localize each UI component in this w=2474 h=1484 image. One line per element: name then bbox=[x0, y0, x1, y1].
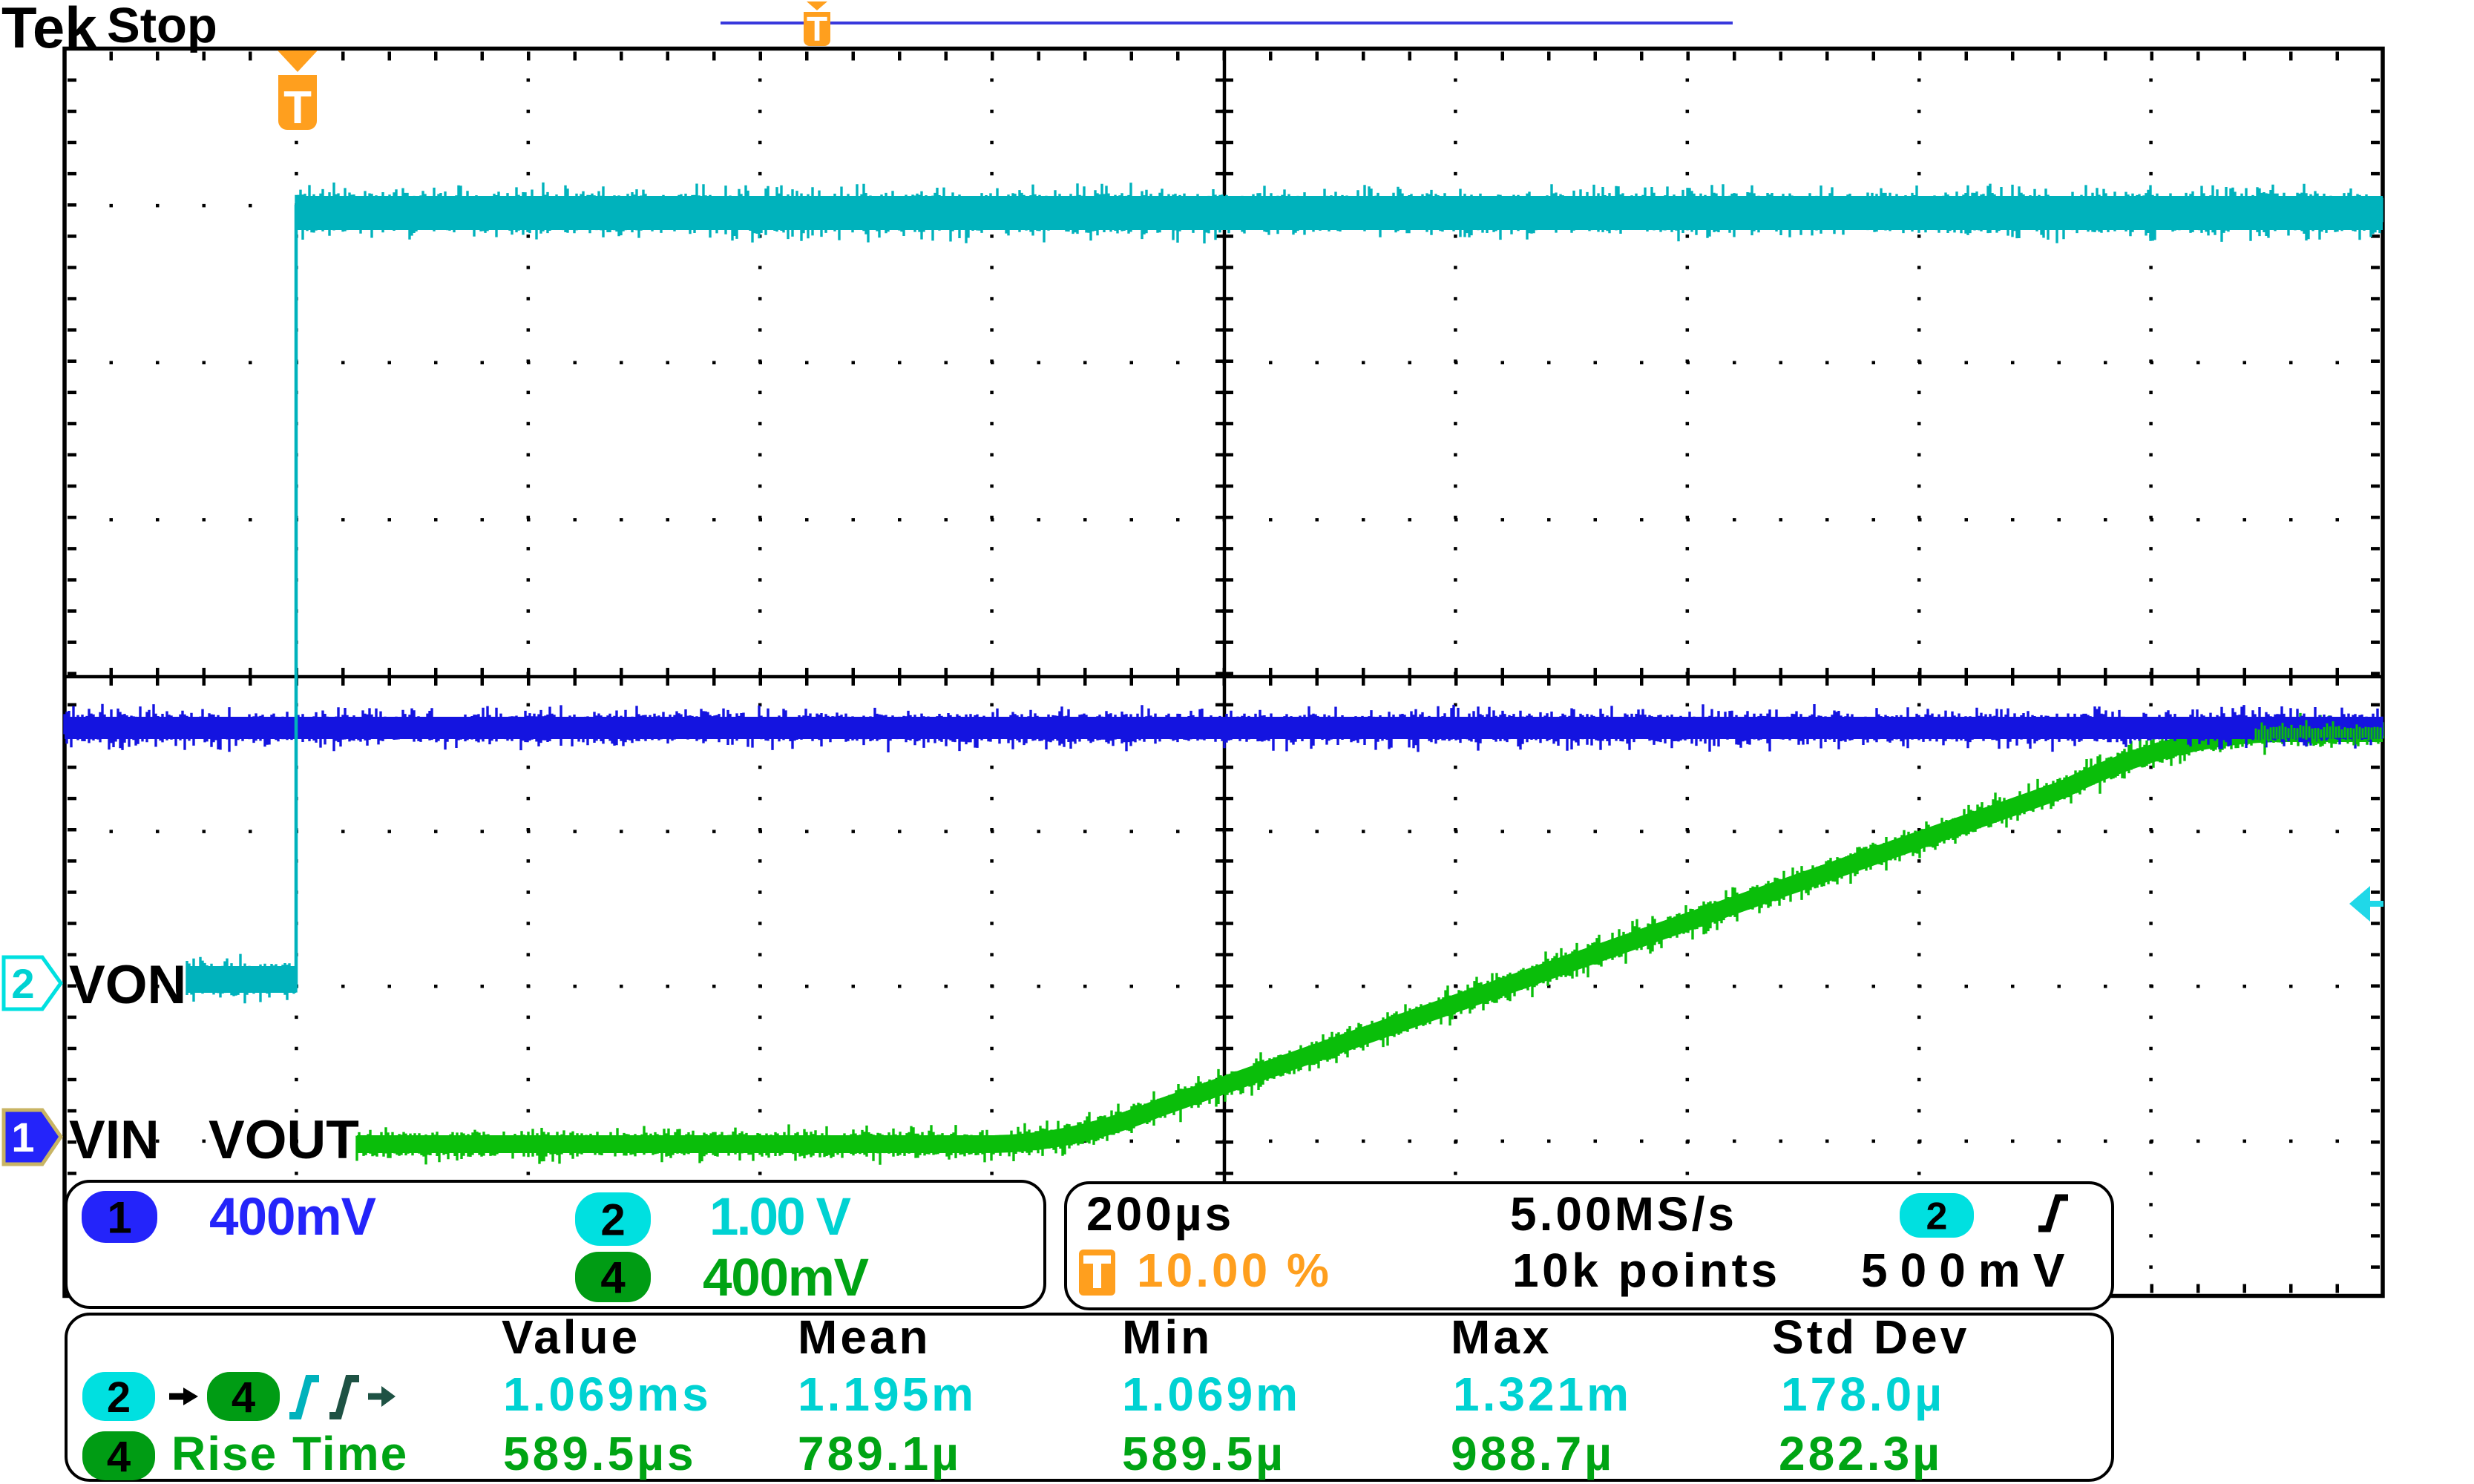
svg-text:400mV: 400mV bbox=[703, 1249, 869, 1307]
svg-text:1: 1 bbox=[107, 1193, 131, 1243]
svg-text:2: 2 bbox=[1926, 1195, 1948, 1238]
svg-text:T: T bbox=[807, 10, 827, 48]
svg-text:200µs: 200µs bbox=[1086, 1187, 1234, 1241]
svg-text:589.5µs: 589.5µs bbox=[503, 1427, 697, 1480]
svg-text:4: 4 bbox=[600, 1253, 626, 1303]
svg-text:1: 1 bbox=[11, 1114, 34, 1160]
svg-text:1.069m: 1.069m bbox=[1122, 1368, 1301, 1421]
svg-text:1.195m: 1.195m bbox=[798, 1368, 977, 1421]
svg-text:4: 4 bbox=[232, 1373, 255, 1422]
svg-text:VIN: VIN bbox=[69, 1110, 160, 1170]
svg-text:T: T bbox=[283, 82, 312, 134]
svg-text:VON: VON bbox=[69, 955, 186, 1015]
svg-text:4: 4 bbox=[107, 1433, 131, 1481]
svg-text:2: 2 bbox=[600, 1195, 625, 1245]
svg-text:5.00MS/s: 5.00MS/s bbox=[1510, 1187, 1737, 1241]
svg-text:10.00 %: 10.00 % bbox=[1137, 1244, 1332, 1297]
svg-text:1.00 V: 1.00 V bbox=[709, 1188, 851, 1247]
svg-text:Rise Time: Rise Time bbox=[171, 1427, 408, 1480]
svg-text:Max: Max bbox=[1451, 1310, 1552, 1364]
svg-text:178.0µ: 178.0µ bbox=[1781, 1368, 1945, 1421]
svg-text:Mean: Mean bbox=[798, 1310, 931, 1364]
svg-text:Stop: Stop bbox=[107, 0, 217, 53]
svg-text:2: 2 bbox=[11, 960, 34, 1007]
svg-text:Value: Value bbox=[502, 1310, 640, 1364]
svg-text:400mV: 400mV bbox=[209, 1188, 376, 1247]
svg-text:789.1µ: 789.1µ bbox=[798, 1427, 962, 1480]
svg-text:VOUT: VOUT bbox=[209, 1110, 359, 1170]
svg-text:589.5µ: 589.5µ bbox=[1122, 1427, 1286, 1480]
svg-text:Std Dev: Std Dev bbox=[1772, 1310, 1969, 1364]
svg-text:988.7µ: 988.7µ bbox=[1451, 1427, 1615, 1480]
svg-text:Tek: Tek bbox=[1, 0, 97, 60]
svg-text:10k points: 10k points bbox=[1512, 1244, 1781, 1297]
svg-text:2: 2 bbox=[107, 1373, 131, 1422]
svg-text:1.069ms: 1.069ms bbox=[503, 1368, 712, 1421]
svg-text:Min: Min bbox=[1122, 1310, 1213, 1364]
svg-text:1.321m: 1.321m bbox=[1453, 1368, 1632, 1421]
svg-text:500mV: 500mV bbox=[1861, 1244, 2077, 1297]
svg-text:282.3µ: 282.3µ bbox=[1779, 1427, 1943, 1480]
